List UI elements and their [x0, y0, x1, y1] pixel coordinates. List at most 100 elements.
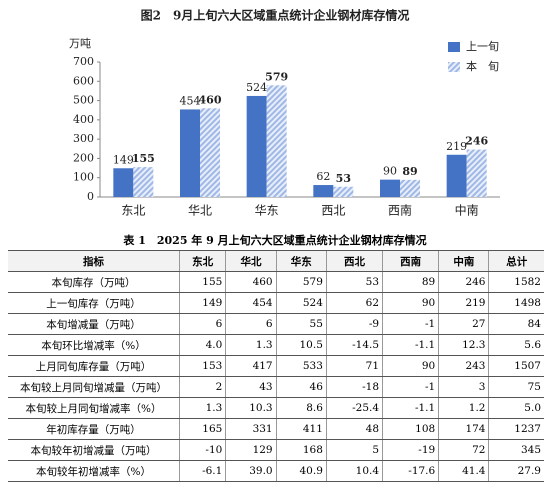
table-cell: 75	[488, 376, 544, 398]
y-tick-label: 200	[73, 151, 94, 164]
table-cell: 5	[325, 439, 383, 461]
table-cell: 524	[275, 292, 327, 314]
bar	[200, 108, 220, 197]
table-cell: 168	[275, 439, 327, 461]
table-cell: 62	[325, 292, 383, 314]
table: 指标 东北 华北 华东 西北 西南 中南 总计 本旬库存（万吨） 155 460 579 53 89 246…	[8, 250, 544, 482]
table-cell: 4.0	[178, 334, 226, 356]
table-row: 上月同旬库存量（万吨） 153 417 533 71 90 243 1507	[8, 355, 544, 377]
table-cell: 10.5	[275, 334, 327, 356]
data-label: 149	[113, 153, 134, 166]
y-tick-label: 0	[87, 190, 94, 203]
table-cell: 90	[382, 292, 439, 314]
table-cell: -25.4	[325, 397, 383, 419]
table-cell: 总计	[488, 250, 544, 272]
table-cell: 454	[225, 292, 277, 314]
table-cell: 219	[438, 292, 489, 314]
table-cell: 1.2	[438, 397, 489, 419]
y-axis-label: 万吨	[69, 37, 91, 50]
table-cell: 本旬库存（万吨）	[8, 271, 180, 293]
table-cell: 本旬较上月同旬增减率（%）	[8, 397, 180, 419]
table-cell: 1.3	[225, 334, 277, 356]
x-tick-label: 西北	[321, 204, 345, 218]
table-cell: 417	[225, 355, 277, 377]
table-cell: 53	[325, 271, 383, 293]
table-cell: 本旬较上月同旬增减量（万吨）	[8, 376, 180, 398]
x-tick-label: 西南	[388, 203, 412, 218]
table-cell: 6	[178, 313, 226, 335]
table-cell: 5.0	[488, 397, 544, 419]
table-cell: 129	[225, 439, 277, 461]
y-tick-label: 300	[73, 132, 94, 145]
table-cell: 12.3	[438, 334, 489, 356]
bar	[246, 95, 267, 197]
table-cell: 1507	[488, 355, 544, 377]
table-cell: 39.0	[225, 460, 277, 482]
x-tick-label: 华东	[255, 204, 279, 218]
data-label: 53	[336, 172, 351, 185]
table-cell: 579	[275, 271, 327, 293]
table-cell: 中南	[438, 250, 489, 272]
table-row: 本旬较年初增减率（%） -6.1 39.0 40.9 10.4 -17.6 41.4 27.9	[8, 460, 544, 482]
table-row: 本旬较上月同旬增减量（万吨） 2 43 46 -18 -1 3 75	[8, 376, 544, 398]
table-cell: 41.4	[438, 460, 489, 482]
table-cell: 2	[178, 376, 226, 398]
data-label: 155	[132, 152, 155, 165]
table-cell: 6	[225, 313, 277, 335]
bar	[466, 149, 487, 197]
bar	[400, 179, 420, 197]
table-cell: 246	[438, 271, 489, 293]
table-cell: 西南	[382, 250, 439, 272]
table-cell: 27	[438, 313, 489, 335]
table-cell: -17.6	[382, 460, 439, 482]
bar	[380, 179, 400, 197]
bar	[333, 186, 354, 197]
table-cell: 本旬较年初增减率（%）	[8, 460, 180, 482]
table-row: 上一旬库存（万吨） 149 454 524 62 90 219 1498	[8, 292, 544, 314]
table-cell: 71	[325, 355, 383, 377]
data-label: 524	[246, 81, 267, 94]
data-label: 219	[446, 140, 467, 153]
table-cell: 5.6	[488, 334, 544, 356]
table-cell: 90	[382, 355, 439, 377]
data-label: 246	[465, 135, 488, 148]
table-cell: -6.1	[178, 460, 226, 482]
table-title: 表 1 2025 年 9 月上旬六大区域重点统计企业钢材库存情况	[123, 234, 427, 247]
chart: 图2 9月上旬六大区域重点统计企业钢材库存情况 万吨 0 100 200 300 400…	[69, 8, 500, 218]
table-cell: 华北	[225, 250, 277, 272]
table-cell: 153	[178, 355, 226, 377]
legend-swatch	[448, 42, 460, 52]
bar	[133, 167, 154, 197]
table-cell: 本旬环比增减率（%）	[8, 334, 180, 356]
x-tick-label: 东北	[121, 204, 145, 218]
table-cell: 43	[225, 376, 277, 398]
table-cell: 10.4	[325, 460, 383, 482]
table-cell: 55	[275, 313, 327, 335]
table-row: 本旬较年初增减量（万吨） -10 129 168 5 -19 72 345	[8, 439, 544, 461]
table-cell: -10	[178, 439, 226, 461]
table-cell: 上一旬库存（万吨）	[8, 292, 180, 314]
table-cell: 上月同旬库存量（万吨）	[8, 355, 180, 377]
table-cell: -9	[325, 313, 383, 335]
chart-title: 图2 9月上旬六大区域重点统计企业钢材库存情况	[141, 8, 410, 23]
table-cell: -18	[325, 376, 383, 398]
data-label: 90	[383, 165, 397, 178]
legend-label: 上一旬	[466, 40, 499, 53]
data-label: 460	[199, 93, 222, 106]
table-cell: -1	[382, 313, 439, 335]
bar	[313, 185, 334, 197]
y-tick-label: 500	[73, 94, 94, 107]
table-cell: -19	[382, 439, 439, 461]
table-cell: 345	[488, 439, 544, 461]
y-tick-label: 100	[73, 171, 94, 184]
table-cell: 1498	[488, 292, 544, 314]
table-row: 本旬较上月同旬增减率（%） 1.3 10.3 8.6 -25.4 -1.1 1.2 5.0	[8, 397, 544, 419]
table-row: 指标 东北 华北 华东 西北 西南 中南 总计	[8, 250, 544, 272]
table-cell: 东北	[178, 250, 226, 272]
table-cell: 533	[275, 355, 327, 377]
legend-label: 本 旬	[466, 59, 499, 73]
x-tick-label: 中南	[455, 203, 479, 218]
table-cell: 1.3	[178, 397, 226, 419]
table-row: 本旬增减量（万吨） 6 6 55 -9 -1 27 84	[8, 313, 544, 335]
